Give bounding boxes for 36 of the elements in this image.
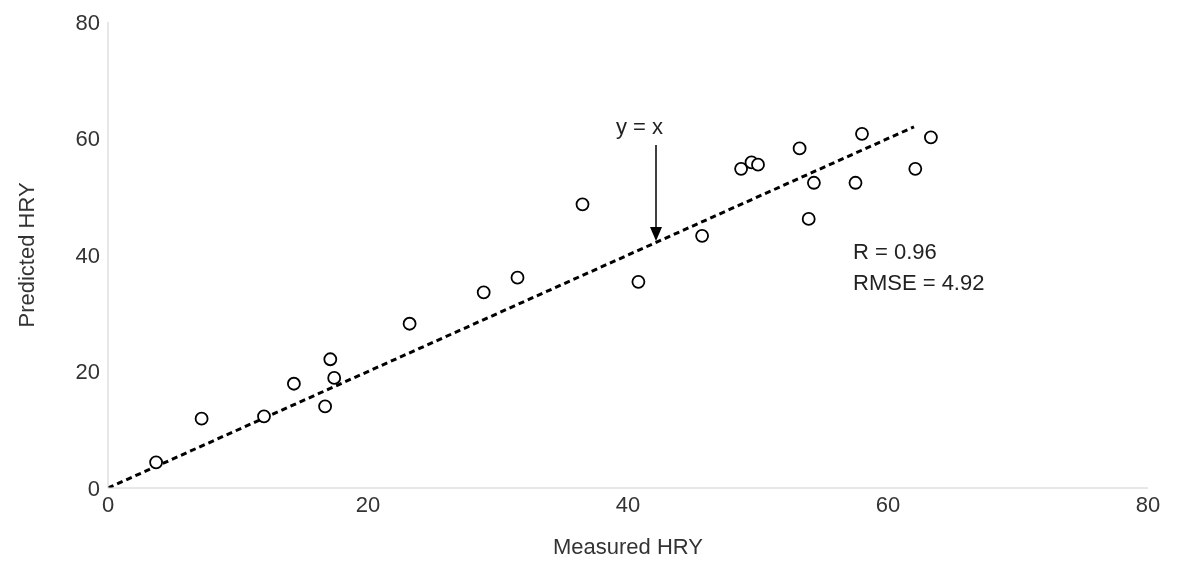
y-tick-label: 0 (87, 475, 100, 501)
y-tick-label: 80 (75, 9, 100, 35)
point (287, 376, 301, 391)
annotation: R = 0.96 (853, 238, 938, 266)
point (149, 455, 163, 470)
point (924, 130, 938, 145)
point (751, 157, 765, 172)
point (323, 352, 338, 367)
y-tick-label: 20 (75, 359, 100, 385)
point (575, 197, 590, 212)
point (848, 175, 863, 190)
annotation: y = x (616, 114, 664, 140)
x-tick-label: 80 (1135, 491, 1161, 517)
y-tick-label: 40 (75, 242, 100, 268)
point (476, 285, 491, 300)
point (510, 270, 525, 285)
point (318, 399, 332, 414)
x-axis-title: Measured HRY (553, 534, 704, 559)
x-tick-label: 20 (355, 491, 381, 517)
x-tick-label: 40 (615, 491, 641, 517)
point (734, 161, 748, 176)
point (792, 141, 807, 156)
point (257, 409, 271, 424)
annotation: RMSE = 4.92 (853, 269, 985, 297)
point (327, 371, 342, 385)
point (807, 175, 821, 190)
y-tick-label: 60 (75, 126, 100, 152)
point (801, 211, 816, 226)
x-tick-label: 60 (875, 491, 901, 517)
point (908, 161, 923, 176)
point (855, 126, 869, 141)
point (194, 411, 209, 426)
y-axis-title: Predicted HRY (13, 182, 39, 328)
point (402, 316, 417, 331)
point (695, 228, 709, 243)
point (631, 274, 646, 289)
